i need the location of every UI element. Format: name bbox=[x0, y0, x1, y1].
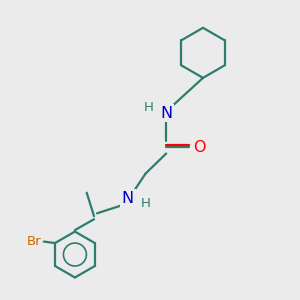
Text: O: O bbox=[193, 140, 206, 154]
Text: H: H bbox=[141, 197, 151, 210]
Text: N: N bbox=[122, 191, 134, 206]
Text: N: N bbox=[160, 106, 172, 121]
Text: H: H bbox=[144, 101, 154, 114]
Text: Br: Br bbox=[26, 235, 41, 248]
